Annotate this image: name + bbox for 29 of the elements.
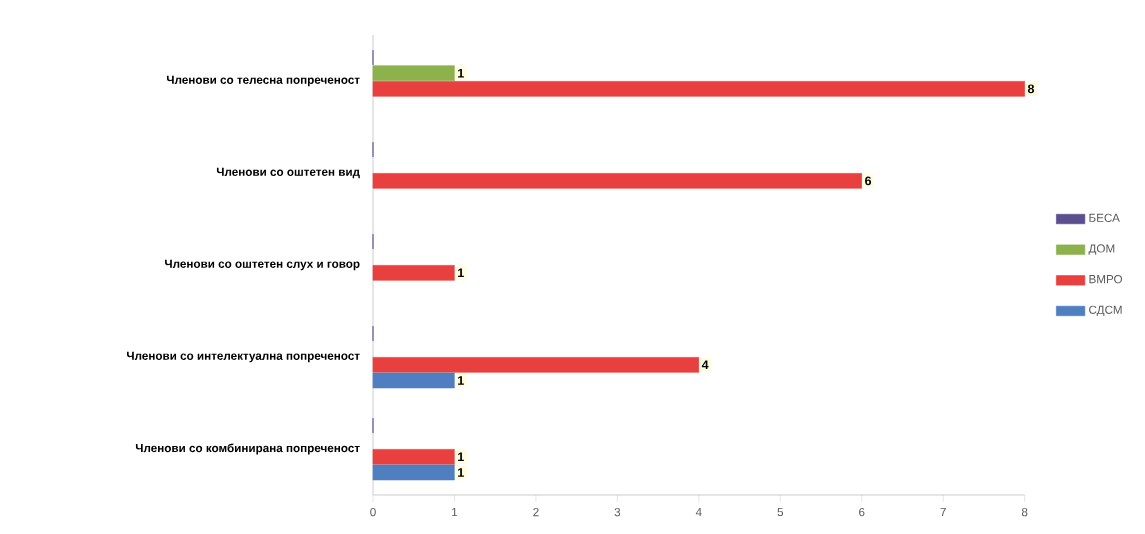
legend-label: ДОМ [1088,244,1115,255]
x-tick-label: 5 [777,507,784,517]
data-label: 1 [458,268,464,278]
data-label: 1 [458,68,464,78]
y-tick-label: Членови со оштетен вид [216,167,360,179]
y-tick-label: Членови со телесна попреченост [166,75,360,87]
bar [372,173,863,189]
data-label: 6 [865,176,872,186]
y-tick-label: Членови со оштетен слух и говор [165,259,360,271]
legend-label: СДСМ [1089,305,1122,317]
x-tick-label: 3 [614,508,621,517]
y-tick-label: Членови со комбинирана попреченост [135,443,360,455]
bar [372,81,1025,97]
x-tick-label: 7 [940,507,946,517]
x-tick-label: 1 [452,507,458,517]
x-tick-label: 0 [370,508,376,517]
x-tick-label: 6 [859,508,865,517]
data-label: 8 [1027,84,1035,94]
data-label: 1 [458,376,464,385]
bar [372,357,700,373]
x-tick-label: 2 [533,508,539,517]
legend-label: ВМРО [1089,275,1123,284]
x-tick-label: 4 [695,507,702,517]
data-label: 1 [458,452,464,462]
y-tick-label: Членови со интелектуална попреченост [127,351,360,363]
data-label: 4 [701,360,709,370]
data-label: 1 [458,468,464,477]
legend-label: БЕСА [1089,213,1120,222]
x-tick-label: 8 [1021,508,1028,517]
